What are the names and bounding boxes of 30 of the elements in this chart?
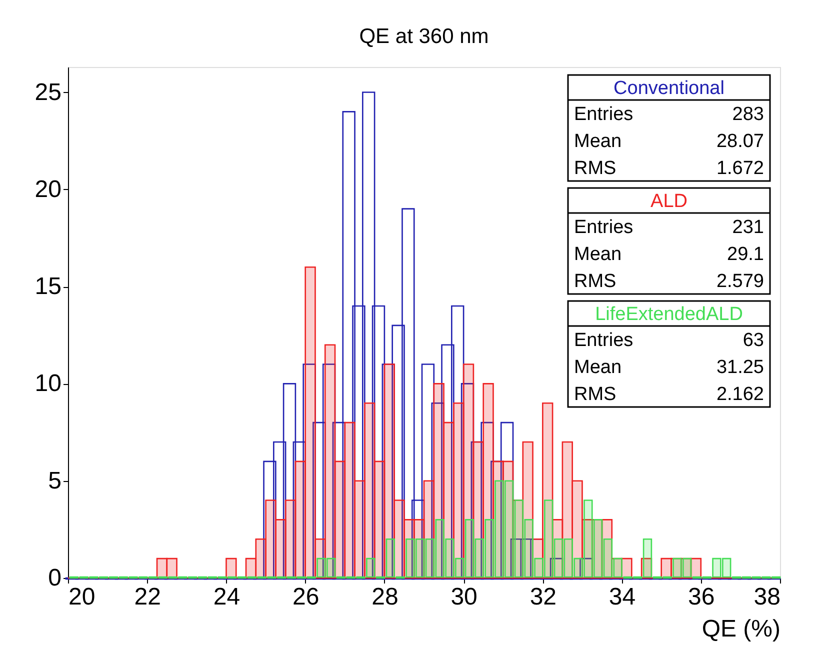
x-tick-label: 38	[754, 584, 780, 610]
x-tick-label: 20	[68, 584, 96, 610]
y-tick-label: 0	[48, 564, 62, 592]
text: RMS 2.579	[574, 271, 764, 292]
text: Mean 31.25	[574, 357, 764, 378]
text: Mean 29.1	[574, 244, 764, 265]
x-tick-label: 28	[372, 584, 398, 610]
text: Entries 283	[574, 104, 764, 125]
y-tick-label: 5	[48, 467, 62, 494]
x-tick-label: 22	[134, 584, 161, 610]
text: Conventional	[614, 78, 724, 99]
text: Mean 28.07	[574, 131, 764, 152]
text: Entries 231	[574, 217, 764, 238]
x-tick-label: 32	[530, 584, 557, 610]
text: RMS 2.162	[574, 384, 764, 405]
text: ALD	[650, 191, 688, 212]
text: LifeExtendedALD	[595, 304, 743, 325]
y-tick-label: 20	[34, 176, 62, 203]
x-tick-label: 36	[688, 584, 715, 610]
x-axis-title: QE (%)	[702, 616, 780, 642]
y-tick-label: 10	[34, 370, 62, 398]
y-tick-label: 15	[34, 273, 62, 300]
x-tick-label: 24	[213, 584, 240, 610]
chart-title: QE at 360 nm	[359, 25, 489, 48]
text: RMS 1.672	[574, 158, 764, 179]
x-tick-label: 34	[608, 584, 636, 610]
x-tick-label: 30	[450, 584, 478, 610]
text: Entries 63	[574, 330, 764, 351]
y-tick-label: 25	[34, 78, 62, 106]
x-tick-label: 26	[292, 584, 320, 610]
